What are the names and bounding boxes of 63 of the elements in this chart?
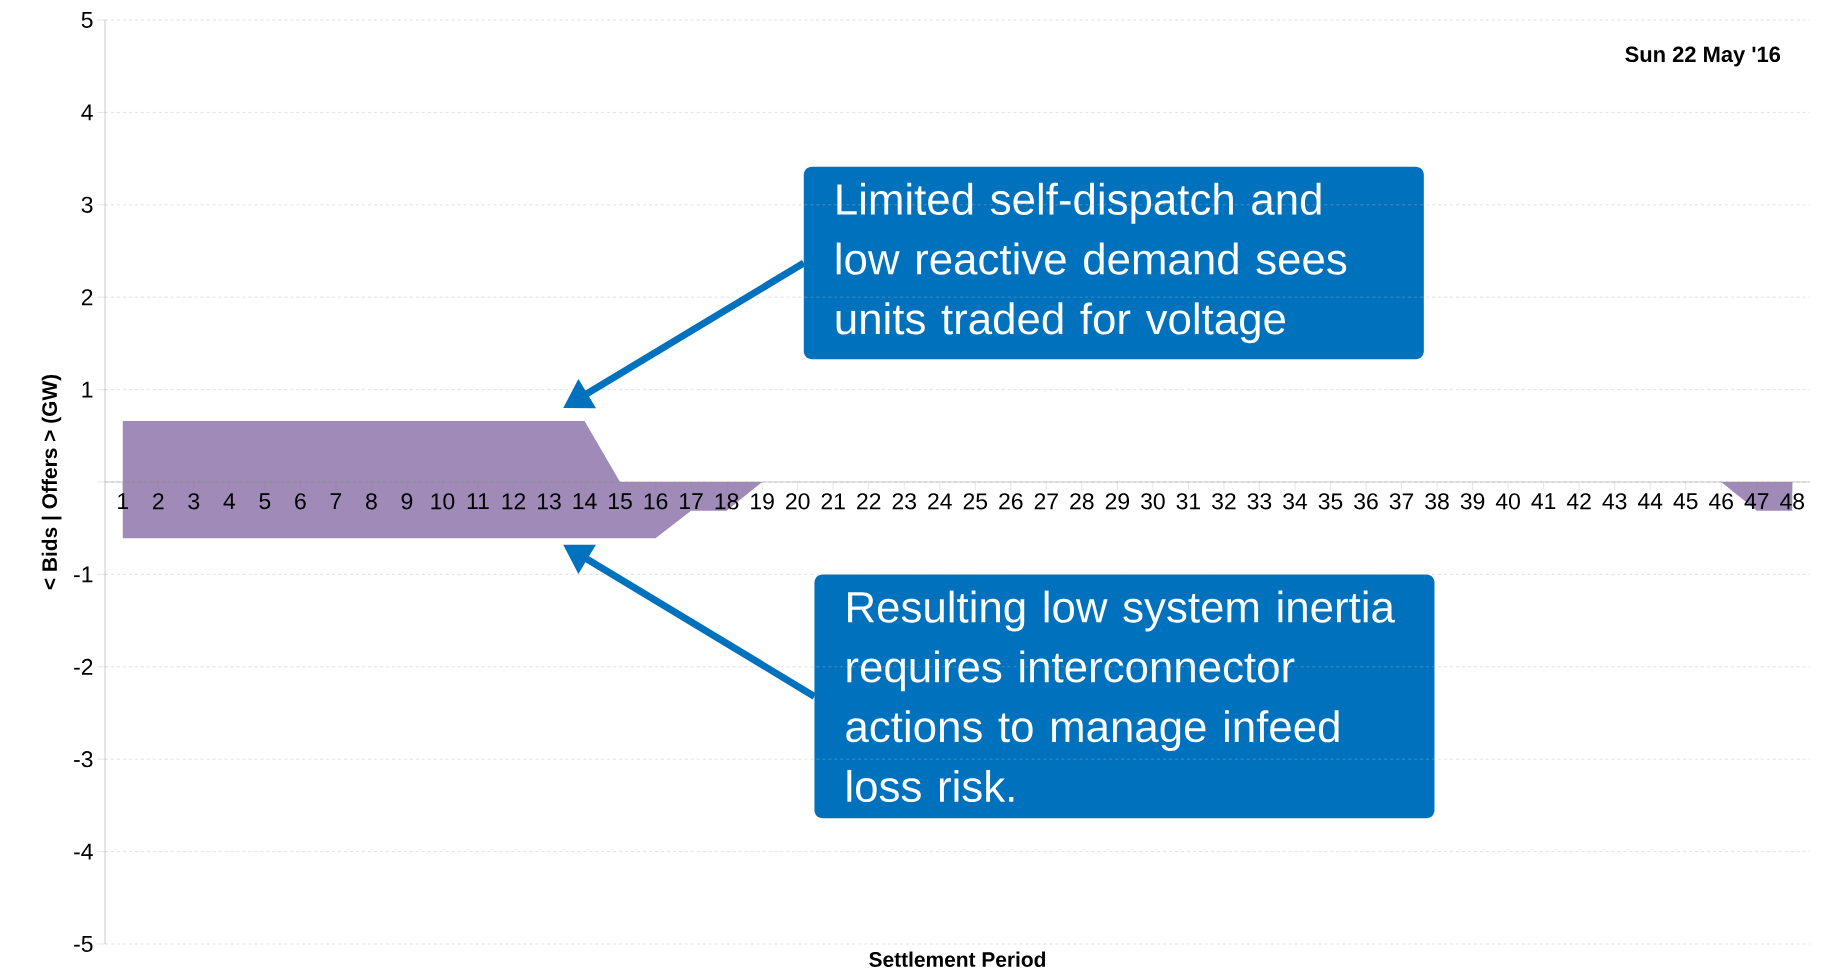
x-tick-label: 1 <box>118 493 129 509</box>
annotation: Resulting low system inertia requires interconnector actions to manage infeed loss risk. <box>846 590 1395 803</box>
x-tick-label: 8 <box>366 493 377 510</box>
x-tick-label: 29 <box>1105 493 1130 510</box>
x-tick-label: 48 <box>1780 493 1805 510</box>
x-tick-label: 43 <box>1602 493 1627 510</box>
x-tick-label: 14 <box>573 493 597 509</box>
x-tick-label: 13 <box>538 493 561 510</box>
x-tick-label: 23 <box>892 493 916 510</box>
x-tick-label: 4 <box>223 493 236 509</box>
y-tick-label: 1 <box>82 381 93 398</box>
x-tick-label: 46 <box>1709 493 1733 510</box>
x-tick-label: 10 <box>431 493 455 510</box>
y-tick-label: 4 <box>81 104 93 121</box>
x-tick-label: 45 <box>1673 493 1698 510</box>
y-tick-label: -5 <box>74 936 93 952</box>
x-tick-label: 5 <box>259 493 271 510</box>
x-tick-label: 26 <box>999 493 1023 510</box>
annotation: Limited self-dispatch and low reactive demand sees units traded for voltage <box>836 182 1347 344</box>
x-tick-label: 33 <box>1247 493 1272 510</box>
x-tick-label: 42 <box>1566 493 1591 510</box>
x-tick-label: 39 <box>1460 493 1485 510</box>
x-tick-label: 41 <box>1531 493 1556 509</box>
x-tick-label: 17 <box>680 493 703 509</box>
x-tick-label: 16 <box>644 493 668 510</box>
x-tick-label: 30 <box>1141 493 1165 510</box>
x-tick-label: 40 <box>1495 493 1520 510</box>
y-tick-label: -3 <box>74 751 93 768</box>
x-tick-label: 27 <box>1034 493 1058 510</box>
y-tick-label: -2 <box>74 658 93 675</box>
x-tick-label: 21 <box>821 493 845 510</box>
y-tick-label: 3 <box>81 196 93 213</box>
x-tick-label: 7 <box>330 493 342 509</box>
x-tick-label: 25 <box>963 493 988 510</box>
x-tick-label: 35 <box>1318 493 1343 510</box>
y-tick-label: 2 <box>81 289 93 306</box>
x-tick-label: 15 <box>609 493 632 510</box>
annotation: Sun 22 May '16 <box>1625 46 1781 67</box>
x-tick-label: 38 <box>1425 493 1449 510</box>
x-tick-label: 36 <box>1354 493 1378 510</box>
x-tick-label: 32 <box>1212 493 1236 510</box>
x-tick-label: 37 <box>1389 493 1414 510</box>
x-tick-label: 12 <box>502 493 526 510</box>
x-tick-label: 6 <box>295 493 306 510</box>
x-tick-label: 24 <box>928 493 952 510</box>
x-tick-label: 44 <box>1637 493 1663 509</box>
y-tick-label: 5 <box>81 11 93 28</box>
x-tick-label: 3 <box>188 493 200 510</box>
x-tick-label: 9 <box>401 493 413 510</box>
x-tick-label: 22 <box>857 493 881 510</box>
y-tick-label: -1 <box>74 566 93 583</box>
x-axis-title: Settlement Period <box>869 951 1046 967</box>
x-tick-label: 47 <box>1744 493 1769 509</box>
x-tick-label: 19 <box>751 493 774 510</box>
y-tick-label: -4 <box>74 843 93 860</box>
x-tick-label: 18 <box>715 493 739 510</box>
x-tick-label: 2 <box>153 493 164 510</box>
y-axis-title: < Bids | Offers > (GW) <box>41 374 62 590</box>
x-tick-label: 20 <box>786 493 810 510</box>
x-tick-label: 34 <box>1283 493 1308 510</box>
x-tick-label: 28 <box>1070 493 1094 510</box>
x-tick-label: 11 <box>467 493 489 509</box>
x-tick-label: 31 <box>1176 493 1201 510</box>
